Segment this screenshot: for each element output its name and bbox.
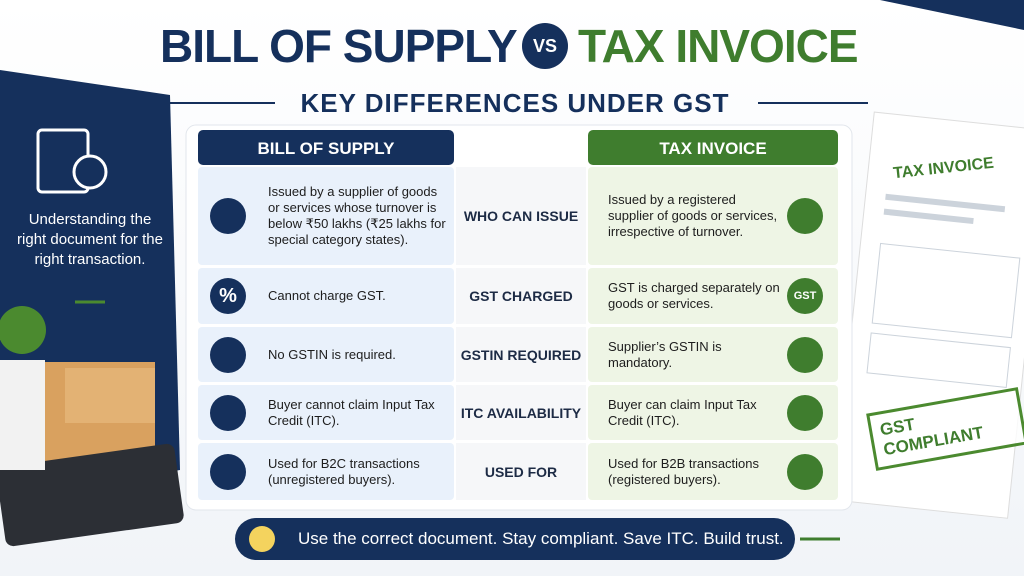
subtitle: KEY DIFFERENCES UNDER GST [300, 88, 730, 118]
tax-text: Used for B2B transactions (registered bu… [608, 455, 760, 487]
bill-icon [210, 198, 246, 234]
tax-text: Supplier’s GSTIN is mandatory. [608, 338, 722, 370]
bill-text: Buyer cannot claim Input Tax Credit (ITC… [268, 396, 435, 428]
bill-text: No GSTIN is required. [268, 346, 396, 362]
criterion: GST CHARGED [469, 288, 573, 304]
tax-text: Buyer can claim Input Tax Credit (ITC). [608, 396, 757, 428]
title-left: BILL OF SUPPLY [160, 20, 518, 72]
tax-icon [787, 394, 823, 431]
criterion: USED FOR [484, 463, 558, 480]
bill-text: Used for B2C transactions (unregistered … [268, 455, 420, 487]
criterion: ITC AVAILABILITY [460, 404, 582, 421]
criterion: WHO CAN ISSUE [463, 208, 579, 224]
criterion: GSTIN REQUIRED [460, 346, 582, 363]
bill-text: Cannot charge GST. [268, 288, 386, 303]
header-tax: TAX INVOICE [659, 139, 767, 158]
crit-cell-bg [456, 385, 586, 440]
bill-icon [210, 453, 246, 490]
title-right: TAX INVOICE [578, 20, 859, 72]
title-vs: VS [532, 36, 557, 56]
crit-cell-bg [456, 327, 586, 382]
crit-cell-bg [456, 443, 586, 500]
crit-cell-bg [456, 268, 586, 324]
bill-icon [210, 336, 246, 373]
sidebar-text: Understanding the right document for the… [17, 211, 163, 268]
bill-icon: % [210, 278, 246, 314]
tax-icon [787, 336, 823, 373]
footer: Use the correct document. Stay compliant… [298, 529, 784, 548]
tax-icon [787, 453, 823, 490]
tax-text: GST is charged separately on goods or se… [608, 280, 780, 311]
tax-icon [787, 198, 823, 234]
bill-icon [210, 394, 246, 431]
tax-text: Issued by a registered supplier of goods… [608, 192, 778, 239]
crit-cell-bg [456, 167, 586, 265]
header-bill: BILL OF SUPPLY [257, 139, 395, 158]
tax-icon: GST [787, 278, 823, 314]
bill-text: Issued by a supplier of goods or service… [268, 184, 446, 247]
